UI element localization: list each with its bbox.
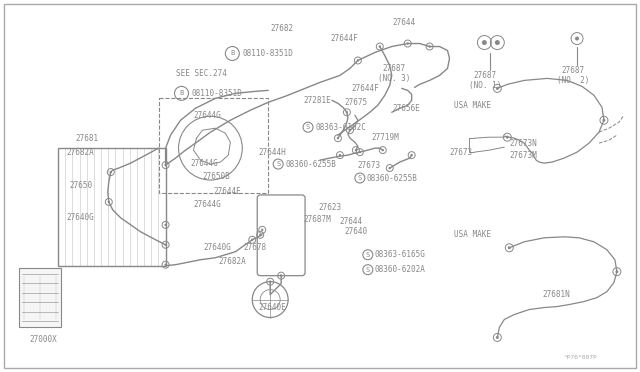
Text: 27650: 27650 [69,180,92,189]
Text: 27640E: 27640E [258,303,286,312]
Circle shape [269,280,271,283]
Text: 27682A: 27682A [66,148,93,157]
Circle shape [280,275,282,277]
Bar [159,98,268,193]
Circle shape [346,111,348,113]
Text: 08363-6162C: 08363-6162C [315,123,366,132]
Text: S: S [358,175,362,181]
Text: (NO. 1): (NO. 1) [469,81,502,90]
Text: 27000X: 27000X [29,335,57,344]
Text: S: S [306,124,310,130]
Text: 27681: 27681 [76,134,99,143]
Text: B: B [230,51,234,57]
FancyBboxPatch shape [257,195,305,276]
Circle shape [337,137,339,140]
Text: 08110-8351D: 08110-8351D [191,89,243,98]
Circle shape [388,167,391,169]
Circle shape [164,164,167,166]
Text: 27640: 27640 [345,227,368,236]
Text: 27640G: 27640G [204,243,231,252]
Text: 27687: 27687 [474,71,497,80]
Circle shape [506,136,509,139]
Text: 27678: 27678 [243,243,266,252]
Text: 08360-6202A: 08360-6202A [375,265,426,274]
Circle shape [164,263,167,266]
Text: 08360-6255B: 08360-6255B [285,160,336,169]
Text: 27650B: 27650B [202,171,230,180]
Circle shape [428,45,431,48]
Text: 27687: 27687 [561,66,584,75]
Circle shape [575,36,579,41]
Text: (NO. 3): (NO. 3) [378,74,410,83]
Circle shape [349,129,351,131]
Circle shape [259,234,261,236]
Text: USA MAKE: USA MAKE [454,101,492,110]
Text: 27687M: 27687M [303,215,331,224]
Circle shape [339,154,341,156]
Text: ^P76*007P: ^P76*007P [564,355,598,360]
Text: 27644: 27644 [393,18,416,27]
Text: SEE SEC.274: SEE SEC.274 [175,69,227,78]
Text: 27644: 27644 [340,217,363,227]
Circle shape [164,224,167,226]
Circle shape [356,59,359,62]
Text: S: S [276,161,280,167]
Text: 27687: 27687 [383,64,406,73]
Circle shape [602,119,605,122]
Text: USA MAKE: USA MAKE [454,230,492,239]
Text: 08110-8351D: 08110-8351D [243,49,293,58]
Text: 27644G: 27644G [193,201,221,209]
Circle shape [508,246,511,249]
Text: 27719M: 27719M [372,133,399,142]
Circle shape [109,171,112,173]
Circle shape [379,45,381,48]
Text: 27675: 27675 [345,98,368,107]
Text: 27644G: 27644G [191,158,218,167]
Text: 27673: 27673 [449,148,472,157]
Circle shape [381,149,384,151]
Circle shape [496,336,499,339]
Text: 27644F: 27644F [330,34,358,43]
Text: 08360-6255B: 08360-6255B [367,173,418,183]
Text: 27656E: 27656E [393,104,420,113]
Circle shape [355,149,357,151]
Circle shape [358,151,361,153]
Bar [58,148,166,266]
Circle shape [164,244,167,246]
Text: 27673M: 27673M [509,151,537,160]
Text: 27673: 27673 [358,161,381,170]
Text: 27644F: 27644F [352,84,380,93]
Text: 27644E: 27644E [213,187,241,196]
Circle shape [482,40,487,45]
Circle shape [410,154,413,156]
Text: S: S [365,252,370,258]
Text: 27640G: 27640G [66,214,93,222]
Circle shape [496,87,499,90]
Text: 27681N: 27681N [542,290,570,299]
Text: 08363-6165G: 08363-6165G [375,250,426,259]
Text: 27644G: 27644G [193,111,221,120]
Text: (NO. 2): (NO. 2) [557,76,589,85]
Text: 27682: 27682 [270,24,293,33]
Circle shape [108,201,110,203]
Text: 27644H: 27644H [258,148,286,157]
Text: 27623: 27623 [318,203,341,212]
Text: 27682A: 27682A [218,257,246,266]
Text: 27673N: 27673N [509,139,537,148]
Circle shape [251,238,253,241]
Text: 27281E: 27281E [303,96,331,105]
Circle shape [406,42,409,45]
Circle shape [495,40,500,45]
Circle shape [616,270,618,273]
Circle shape [261,229,264,231]
Text: B: B [179,90,184,96]
Text: S: S [365,267,370,273]
Bar [19,268,61,327]
